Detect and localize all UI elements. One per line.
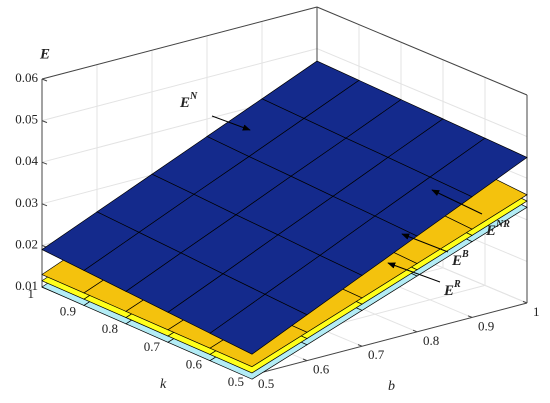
x-tick-label: 0.8 [423, 333, 439, 348]
x-tick-label: 0.7 [368, 347, 385, 362]
z-tick-label: 0.06 [15, 70, 38, 85]
arrow [401, 233, 449, 253]
surface-label: EB [451, 249, 469, 269]
x-tick-label: 0.6 [313, 362, 330, 377]
label-base: E [485, 223, 496, 239]
y-axis-label: k [160, 377, 167, 392]
tick-mark [41, 161, 48, 165]
tick-mark [522, 300, 528, 304]
tick-mark [467, 315, 473, 318]
z-tick-label: 0.05 [15, 112, 38, 127]
tick-mark [302, 358, 308, 362]
label-sup: NR [495, 219, 510, 230]
y-tick-label: 0.5 [228, 374, 244, 389]
grid-line [316, 48, 528, 138]
arrow [387, 262, 441, 283]
z-tick-label: 0.02 [15, 236, 38, 251]
y-tick-label: 0.7 [144, 339, 161, 354]
z-tick-label: 0.04 [15, 153, 38, 168]
axis-line [316, 6, 528, 96]
surface-label: ENR [485, 219, 510, 239]
label-sup: R [453, 279, 461, 290]
x-tick-label: 0.9 [478, 318, 494, 333]
surface-cell [209, 293, 308, 355]
label-base: E [443, 283, 454, 299]
z-tick-label: 0.03 [15, 195, 38, 210]
tick-mark [357, 344, 363, 347]
y-tick-label: 0.9 [60, 304, 76, 319]
axis-line [251, 302, 528, 376]
surface-label: ER [443, 279, 461, 299]
label-sup: B [461, 249, 469, 260]
surfaces [41, 60, 528, 380]
label-base: E [451, 253, 462, 269]
x-axis-label: b [388, 379, 395, 394]
x-tick-label: 0.5 [258, 376, 274, 391]
tick-mark [41, 120, 48, 124]
grid-line [41, 48, 318, 122]
arrow [431, 189, 483, 215]
annotations: EN ENR EB ER E k b [39, 46, 510, 394]
y-tick-label: 0.6 [186, 356, 203, 371]
y-tick-label: 0.8 [102, 321, 118, 336]
tick-mark [41, 203, 48, 207]
z-axis-label: E [39, 46, 50, 62]
arrow [211, 115, 251, 131]
z-tick-label: 0.01 [15, 278, 38, 293]
x-tick-label: 1 [533, 304, 540, 319]
tick-mark [412, 329, 418, 333]
surface-label: EN [179, 91, 198, 111]
label-sup: N [189, 91, 198, 102]
tick-mark [41, 78, 48, 82]
label-base: E [179, 95, 190, 111]
y-tick-label: 1 [28, 286, 35, 301]
axis-line [41, 6, 318, 80]
